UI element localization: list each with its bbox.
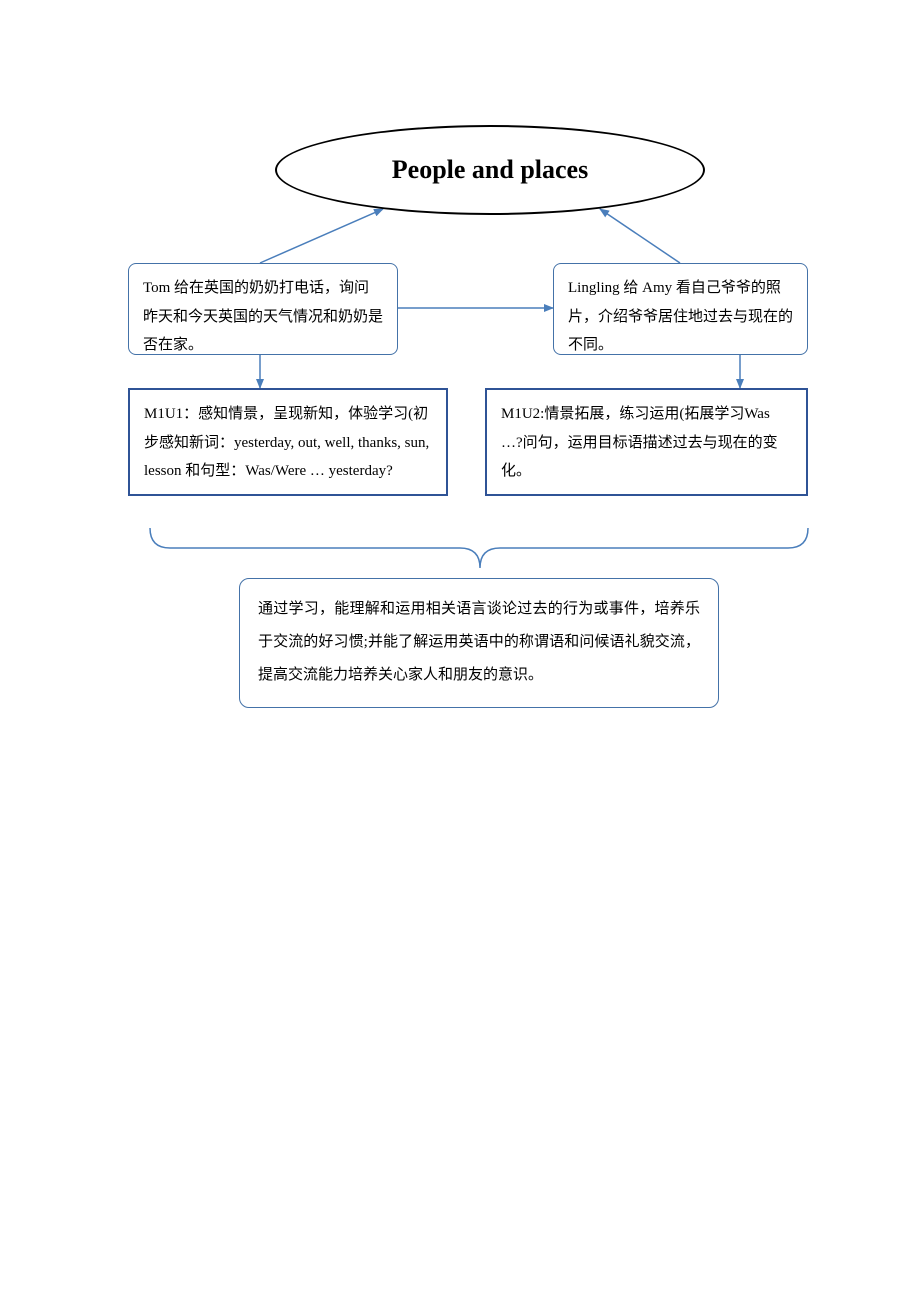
edge-right-to-title (600, 209, 680, 263)
node-scenario-left: Tom 给在英国的奶奶打电话，询问昨天和今天英国的天气情况和奶奶是否在家。 (128, 263, 398, 355)
flowchart-container: People and places Tom 给在英国的奶奶打电话，询问昨天和今天… (0, 0, 920, 1301)
node-summary-text: 通过学习，能理解和运用相关语言谈论过去的行为或事件，培养乐于交流的好习惯;并能了… (258, 601, 700, 683)
node-m1u2-text: M1U2:情景拓展，练习运用(拓展学习Was …?问句，运用目标语描述过去与现在… (501, 406, 778, 479)
title-text: People and places (392, 155, 588, 185)
node-scenario-right-text: Lingling 给 Amy 看自己爷爷的照片，介绍爷爷居住地过去与现在的不同。 (568, 280, 793, 353)
edge-left-to-title (260, 209, 383, 263)
title-ellipse: People and places (275, 125, 705, 215)
bracket-connector (150, 528, 808, 568)
node-m1u1-text: M1U1：感知情景，呈现新知，体验学习(初步感知新词：yesterday, ou… (144, 406, 429, 479)
node-scenario-left-text: Tom 给在英国的奶奶打电话，询问昨天和今天英国的天气情况和奶奶是否在家。 (143, 280, 383, 353)
node-m1u2: M1U2:情景拓展，练习运用(拓展学习Was …?问句，运用目标语描述过去与现在… (485, 388, 808, 496)
node-scenario-right: Lingling 给 Amy 看自己爷爷的照片，介绍爷爷居住地过去与现在的不同。 (553, 263, 808, 355)
node-summary: 通过学习，能理解和运用相关语言谈论过去的行为或事件，培养乐于交流的好习惯;并能了… (239, 578, 719, 708)
node-m1u1: M1U1：感知情景，呈现新知，体验学习(初步感知新词：yesterday, ou… (128, 388, 448, 496)
